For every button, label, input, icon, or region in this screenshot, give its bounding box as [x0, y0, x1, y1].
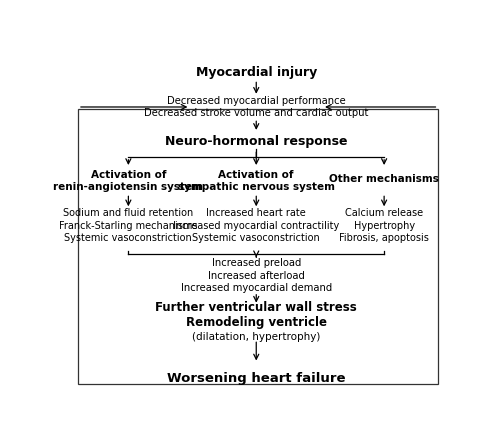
Text: Decreased myocardial performance
Decreased stroke volume and cardiac output: Decreased myocardial performance Decreas… [144, 96, 368, 118]
Text: Other mechanisms: Other mechanisms [329, 174, 439, 184]
Text: Calcium release
Hypertrophy
Fibrosis, apoptosis: Calcium release Hypertrophy Fibrosis, ap… [339, 208, 429, 243]
Text: Further ventricular wall stress: Further ventricular wall stress [156, 301, 357, 314]
Text: Increased heart rate
Increased myocardial contractility
Systemic vasoconstrictio: Increased heart rate Increased myocardia… [173, 208, 340, 243]
Text: Increased preload
Increased afterload
Increased myocardial demand: Increased preload Increased afterload In… [180, 258, 332, 293]
Bar [78, 109, 438, 384]
Text: Neuro-hormonal response: Neuro-hormonal response [165, 135, 348, 148]
Text: Worsening heart failure: Worsening heart failure [167, 372, 346, 385]
Text: Activation of
renin-angiotensin system: Activation of renin-angiotensin system [54, 170, 204, 192]
Text: Sodium and fluid retention
Franck-Starling mechanisms
Systemic vasoconstriction: Sodium and fluid retention Franck-Starli… [59, 208, 198, 243]
Text: (dilatation, hypertrophy): (dilatation, hypertrophy) [192, 332, 320, 342]
Text: Remodeling ventricle: Remodeling ventricle [186, 316, 327, 329]
Text: Myocardial injury: Myocardial injury [196, 66, 317, 79]
Text: Activation of
sympathic nervous system: Activation of sympathic nervous system [178, 170, 335, 192]
